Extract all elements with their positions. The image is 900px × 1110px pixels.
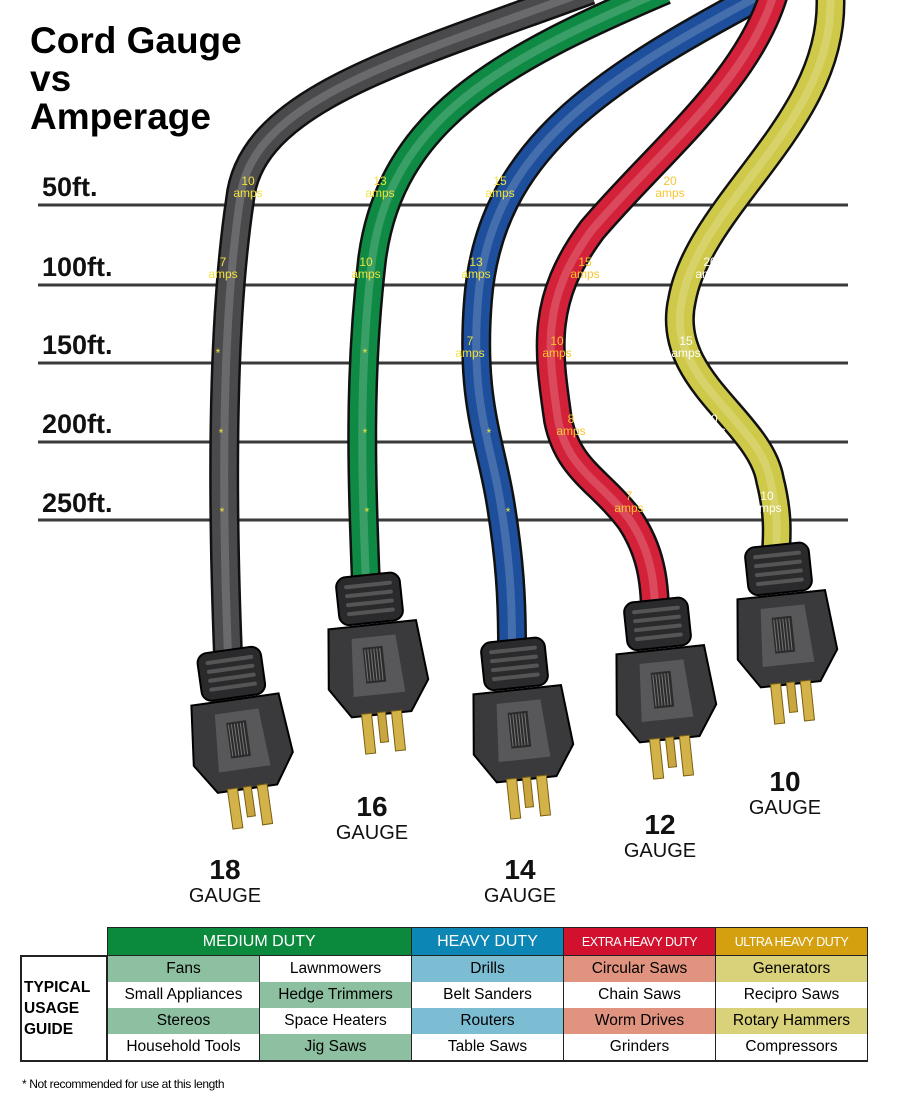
amp-label: 10 amps: [542, 334, 572, 360]
cord-10-gauge: [667, 0, 843, 556]
usage-cell: Hedge Trimmers: [259, 982, 412, 1008]
usage-cell: Fans: [106, 955, 260, 982]
usage-cell: Worm Drives: [563, 1008, 716, 1034]
cord-highlight: [472, 0, 760, 646]
length-line: [38, 440, 848, 444]
amp-label: *: [219, 505, 225, 519]
amp-label: 7 amps: [208, 255, 238, 281]
amp-label: 10 amps: [233, 174, 263, 200]
amp-label: *: [218, 426, 224, 440]
plug-12-gauge: [615, 596, 718, 780]
typical-usage-guide-label: TYPICAL USAGE GUIDE: [20, 954, 108, 1062]
amp-label: *: [362, 426, 368, 440]
cord-14-gauge: [463, 0, 776, 646]
amp-label: *: [364, 505, 370, 519]
length-line: [38, 203, 848, 207]
amp-label: 7 amps: [614, 489, 644, 515]
gauge-unit: GAUGE: [335, 822, 409, 844]
usage-cell: Household Tools: [106, 1034, 260, 1062]
usage-cell: Stereos: [106, 1008, 260, 1034]
usage-cell: Rotary Hammers: [715, 1008, 868, 1034]
amp-label: 10 amps: [351, 255, 381, 281]
usage-guide-table: MEDIUM DUTY HEAVY DUTY EXTRA HEAVY DUTY …: [20, 927, 868, 1062]
usage-cell: Compressors: [715, 1034, 868, 1062]
gauge-label-16: 16 GAUGE: [312, 791, 432, 845]
gauge-label-10: 10 GAUGE: [725, 766, 845, 820]
cord-18-gauge: [211, 0, 595, 656]
row-label-line: TYPICAL: [24, 978, 91, 996]
amp-label: 20 amps: [655, 174, 685, 200]
header-ultra-heavy-duty: ULTRA HEAVY DUTY: [715, 927, 868, 956]
usage-cell: Grinders: [563, 1034, 716, 1062]
amp-label: 8 amps: [556, 412, 586, 438]
amp-label: 10 amps: [752, 489, 782, 515]
row-label-line: USAGE: [24, 999, 80, 1017]
length-line: [38, 518, 848, 522]
gauge-number: 16: [356, 791, 388, 822]
usage-cell: Routers: [411, 1008, 564, 1034]
gauge-unit: GAUGE: [748, 797, 822, 819]
plug-14-gauge: [472, 636, 575, 820]
length-label-150: 150ft.: [42, 330, 113, 360]
amp-label: 15 amps: [671, 334, 701, 360]
length-label-200: 200ft.: [42, 409, 113, 439]
gauge-number: 10: [769, 766, 801, 797]
length-line: [38, 361, 848, 365]
amp-label: 15 amps: [570, 255, 600, 281]
plug-18-gauge: [190, 645, 294, 830]
amp-label: *: [362, 346, 368, 360]
length-line: [38, 283, 848, 287]
gauge-number: 18: [209, 854, 241, 885]
gauge-label-14: 14 GAUGE: [460, 854, 580, 908]
cord-12-gauge: [538, 0, 785, 616]
amp-label: *: [505, 505, 511, 519]
row-label-line: GUIDE: [24, 1020, 74, 1038]
usage-cell: Jig Saws: [259, 1034, 412, 1062]
usage-cell: Chain Saws: [563, 982, 716, 1008]
amp-label: 15 amps: [485, 174, 515, 200]
footnote: * Not recommended for use at this length: [22, 1077, 225, 1091]
gauge-label-18: 18 GAUGE: [165, 854, 285, 908]
amp-label: 13 amps: [461, 255, 491, 281]
usage-cell: Circular Saws: [563, 955, 716, 982]
usage-cell: Drills: [411, 955, 564, 982]
usage-cell: Generators: [715, 955, 868, 982]
gauge-unit: GAUGE: [483, 885, 557, 907]
amp-label: *: [486, 426, 492, 440]
usage-cell: Belt Sanders: [411, 982, 564, 1008]
amp-label: 7 amps: [455, 334, 485, 360]
length-label-50: 50ft.: [42, 172, 98, 202]
header-medium-duty: MEDIUM DUTY: [106, 927, 412, 956]
amp-label: 13 amps: [365, 174, 395, 200]
length-label-250: 250ft.: [42, 488, 113, 518]
cord-outline-18-gauge: [209, 0, 596, 656]
cord-highlight: [358, 0, 652, 586]
amp-label: *: [215, 346, 221, 360]
usage-cell: Space Heaters: [259, 1008, 412, 1034]
cord-highlight: [220, 0, 575, 656]
amp-label: 20 amps: [695, 255, 725, 281]
amp-label: 20 amps: [773, 174, 803, 200]
gauge-label-12: 12 GAUGE: [600, 809, 720, 863]
plug-16-gauge: [327, 571, 430, 755]
cord-16-gauge: [349, 0, 670, 586]
plug-10-gauge: [736, 541, 839, 725]
usage-cell: Recipro Saws: [715, 982, 868, 1008]
gauge-unit: GAUGE: [188, 885, 262, 907]
gauge-number: 12: [644, 809, 676, 840]
length-label-100: 100ft.: [42, 252, 113, 282]
page-title: Cord Gauge vs Amperage: [30, 20, 242, 137]
usage-cell: Table Saws: [411, 1034, 564, 1062]
header-heavy-duty: HEAVY DUTY: [411, 927, 564, 956]
gauge-number: 14: [504, 854, 536, 885]
usage-cell: Lawnmowers: [259, 955, 412, 982]
cord-highlight: [546, 0, 776, 616]
cord-highlight: [675, 0, 835, 556]
header-extra-heavy-duty: EXTRA HEAVY DUTY: [563, 927, 716, 956]
usage-cell: Small Appliances: [106, 982, 260, 1008]
amp-label: 10 amps: [696, 412, 726, 438]
gauge-unit: GAUGE: [623, 840, 697, 862]
